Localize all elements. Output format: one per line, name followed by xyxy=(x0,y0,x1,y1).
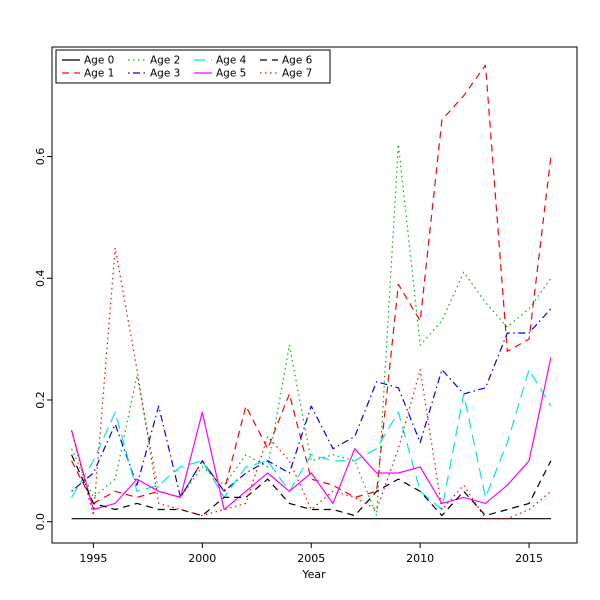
legend-label-age-4: Age 4 xyxy=(216,55,247,67)
y-tick-label: 0.6 xyxy=(34,148,47,166)
legend-label-age-5: Age 5 xyxy=(216,68,246,80)
series-line-age-6 xyxy=(71,454,552,517)
x-tick-label: 2010 xyxy=(406,552,434,565)
y-tick-label: 0.4 xyxy=(34,270,47,288)
x-tick-label: 1995 xyxy=(79,552,107,565)
y-tick-label: 0.2 xyxy=(34,391,47,409)
series-line-age-1 xyxy=(71,64,552,504)
series-line-age-4 xyxy=(71,369,552,511)
x-axis-label: Year xyxy=(301,568,326,581)
legend-label-age-1: Age 1 xyxy=(84,68,114,80)
y-tick-label: 0.0 xyxy=(34,513,47,531)
series-line-age-3 xyxy=(71,308,552,498)
legend-label-age-7: Age 7 xyxy=(282,68,312,80)
x-tick-label: 2015 xyxy=(515,552,543,565)
x-tick-label: 2005 xyxy=(297,552,325,565)
series-line-age-7 xyxy=(71,247,552,520)
legend-label-age-6: Age 6 xyxy=(282,55,313,67)
x-tick-label: 2000 xyxy=(188,552,216,565)
series-line-age-2 xyxy=(71,143,552,517)
legend-box xyxy=(55,49,331,84)
legend-label-age-0: Age 0 xyxy=(84,55,114,67)
series-line-age-5 xyxy=(71,357,552,511)
legend-label-age-3: Age 3 xyxy=(150,68,180,80)
legend-label-age-2: Age 2 xyxy=(150,55,180,67)
plot-border xyxy=(51,46,578,544)
